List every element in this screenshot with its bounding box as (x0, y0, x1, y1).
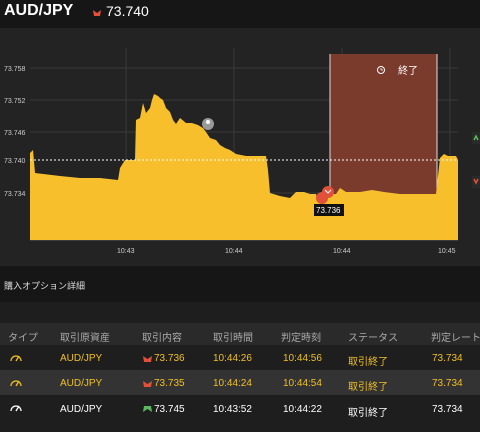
time-cell: 10:44:26 (213, 353, 252, 364)
judge-rate-cell: 73.734 (432, 404, 463, 415)
col-header-content: 取引内容 (142, 329, 182, 344)
judge-time-cell: 10:44:22 (283, 404, 322, 415)
judge-time-cell: 10:44:56 (283, 353, 322, 364)
time-cell: 10:43:52 (213, 404, 252, 415)
col-header-time: 取引時間 (213, 329, 253, 344)
y-tick-label: 73.758 (4, 66, 26, 73)
gauge-icon (9, 401, 23, 413)
current-price: 73.740 (106, 3, 149, 19)
rate-cell: 73.745 (154, 404, 185, 415)
y-tick-label: 73.740 (4, 158, 26, 165)
table-row[interactable]: AUD/JPY 73.735 10:44:24 10:44:54 取引終了 73… (0, 370, 480, 395)
price-chart[interactable]: 73.758 73.752 73.746 73.740 73.734 10:43… (0, 28, 480, 266)
asset-cell: AUD/JPY (60, 353, 102, 364)
x-tick-label: 10:44 (225, 248, 243, 255)
gauge-icon (9, 376, 23, 388)
up-indicator-icon[interactable] (472, 132, 480, 144)
col-header-status: ステータス (348, 329, 398, 344)
gray-entry-marker[interactable] (202, 118, 214, 130)
judge-rate-cell: 73.734 (432, 353, 463, 364)
asset-cell: AUD/JPY (60, 404, 102, 415)
x-tick-label: 10:44 (333, 248, 351, 255)
col-header-judge-rate: 判定レート (431, 329, 480, 344)
down-arrow-icon (143, 355, 152, 363)
rate-cell: 73.735 (154, 378, 185, 389)
table-row[interactable]: AUD/JPY 73.736 10:44:26 10:44:56 取引終了 73… (0, 345, 480, 370)
down-arrow-icon (143, 380, 152, 388)
status-cell: 取引終了 (348, 353, 388, 368)
col-header-judge-time: 判定時刻 (281, 329, 321, 344)
time-cell: 10:44:24 (213, 378, 252, 389)
y-tick-label: 73.752 (4, 98, 26, 105)
judge-rate-cell: 73.734 (432, 378, 463, 389)
marker-price-label: 73.736 (316, 206, 341, 215)
x-tick-label: 10:45 (438, 248, 456, 255)
y-tick-label: 73.746 (4, 130, 26, 137)
chart-svg[interactable]: 73.758 73.752 73.746 73.740 73.734 10:43… (0, 28, 480, 266)
pair-title: AUD/JPY (4, 2, 73, 20)
section-title: 購入オプション詳細 (4, 279, 85, 292)
gauge-icon (9, 351, 23, 363)
col-header-asset: 取引原資産 (60, 329, 110, 344)
y-tick-label: 73.734 (4, 191, 26, 198)
x-tick-label: 10:43 (117, 248, 135, 255)
judge-time-cell: 10:44:54 (283, 378, 322, 389)
table-row[interactable]: AUD/JPY 73.745 10:43:52 10:44:22 取引終了 73… (0, 395, 480, 432)
end-label: 終了 (398, 64, 418, 77)
col-header-type: タイプ (8, 329, 38, 344)
up-arrow-icon (143, 405, 152, 413)
rate-cell: 73.736 (154, 353, 185, 364)
down-arrow-icon (92, 8, 102, 18)
status-cell: 取引終了 (348, 378, 388, 393)
asset-cell: AUD/JPY (60, 378, 102, 389)
status-cell: 取引終了 (348, 404, 388, 419)
